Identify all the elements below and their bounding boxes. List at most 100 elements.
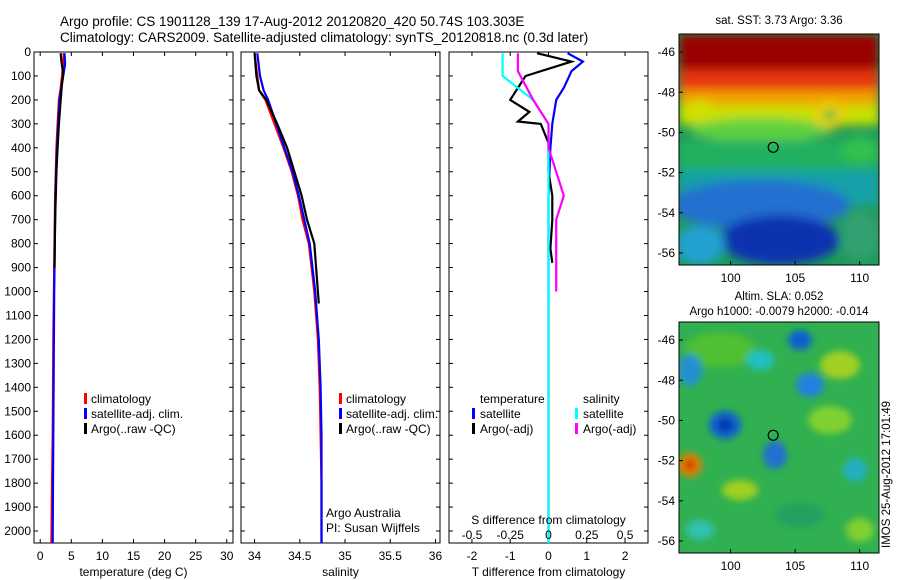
difference-series-satellite-line: [547, 52, 585, 543]
depth-tick-label: 300: [11, 117, 31, 131]
temperature-legend-swatch: [84, 393, 87, 404]
sla-map-image: [679, 322, 879, 553]
depth-tick-label: 100: [11, 69, 31, 83]
sst_map-frame: [678, 33, 880, 266]
sst_map-ytick-label: -48: [658, 85, 676, 99]
sla_map-xtick-label: 110: [850, 559, 869, 573]
salinity-series-satellite-adj-clim--line: [256, 53, 323, 543]
difference-x2tick-label: 0.25: [575, 528, 599, 542]
sla_map-float-marker: [767, 429, 779, 441]
salinity-xtick-label: 35: [338, 549, 352, 563]
depth-tick-label: 1800: [4, 476, 31, 490]
temperature-legend-label: climatology: [91, 392, 151, 406]
salinity-legend-label: Argo(..raw -QC): [346, 422, 431, 436]
depth-tick-label: 1200: [4, 332, 31, 346]
difference-legend-label: satellite: [480, 407, 521, 421]
depth-tick-label: 1500: [4, 404, 31, 418]
temperature-xtick-label: 10: [96, 549, 110, 563]
depth-tick-label: 1600: [4, 428, 31, 442]
salinity-legend-swatch: [339, 408, 342, 419]
salinity-series-argo-raw-qc--line: [253, 53, 320, 304]
temperature-xtick-label: 0: [37, 549, 44, 563]
temperature-xtick-label: 25: [189, 549, 203, 563]
temperature-legend-swatch: [84, 423, 87, 434]
difference-legend-swatch: [575, 408, 578, 419]
sst_map-xtick-label: 105: [785, 271, 805, 285]
sla_map-ytick-label: -50: [658, 413, 676, 427]
salinity-axes-frame: [240, 51, 441, 544]
difference-x2tick-label: -0.5: [462, 528, 483, 542]
sla_map-ytick-label: -56: [658, 534, 676, 548]
difference-xtick-label: -1: [505, 549, 516, 563]
difference-legend-header-temperature: temperature: [480, 392, 545, 406]
temperature-series-argo-raw-qc--line: [53, 53, 65, 268]
sst_map-xtick-label: 100: [721, 271, 741, 285]
difference-xtick-label: 0: [545, 549, 552, 563]
difference-x2label: S difference from climatology: [471, 513, 626, 527]
sla_map-ytick-label: -48: [658, 373, 676, 387]
difference-x2tick-label: -0.25: [497, 528, 525, 542]
sla_map-frame: [678, 321, 880, 554]
sst_map-ytick-label: -46: [658, 45, 676, 59]
difference-xtick-label: 1: [583, 549, 590, 563]
salinity-xtick-label: 34.5: [288, 549, 312, 563]
sst_map-ytick-label: -54: [658, 206, 676, 220]
depth-tick-label: 2000: [4, 524, 31, 538]
sst_map-float-marker: [767, 141, 779, 153]
sst_map-ytick-label: -50: [658, 125, 676, 139]
salinity-legend-label: satellite-adj. clim.: [346, 407, 438, 421]
difference-x2tick-label: 0.5: [617, 528, 634, 542]
salinity-legend-swatch: [339, 393, 342, 404]
salinity-legend-swatch: [339, 423, 342, 434]
depth-tick-label: 700: [11, 213, 31, 227]
depth-tick-label: 1100: [5, 308, 31, 322]
sst_map-ytick-label: -52: [658, 166, 676, 180]
difference-legend-swatch: [575, 423, 578, 434]
depth-tick-label: 1300: [4, 356, 31, 370]
depth-tick-label: 200: [11, 93, 31, 107]
difference-xlabel: T difference from climatology: [472, 565, 626, 579]
depth-tick-label: 1400: [4, 380, 31, 394]
salinity-xtick-label: 36: [429, 549, 443, 563]
salinity-xlabel: salinity: [322, 565, 359, 579]
difference-legend-label: Argo(-adj): [480, 422, 533, 436]
credit-line1: Argo Australia: [326, 506, 401, 520]
difference-series-argo-adj--line: [508, 52, 576, 263]
salinity-xtick-label: 34: [248, 549, 262, 563]
depth-tick-label: 1900: [4, 500, 31, 514]
depth-tick-label: 900: [11, 261, 31, 275]
depth-tick-label: 600: [11, 189, 31, 203]
salinity-legend-label: climatology: [346, 392, 406, 406]
temperature-axes-frame: [33, 51, 234, 544]
sst_map-ytick-label: -56: [658, 246, 676, 260]
temperature-xtick-label: 15: [127, 549, 141, 563]
difference-legend-label: satellite: [583, 407, 624, 421]
salinity-series-climatology-line: [253, 53, 323, 543]
temperature-xtick-label: 20: [158, 549, 172, 563]
temperature-xtick-label: 30: [220, 549, 234, 563]
temperature-legend-label: Argo(..raw -QC): [91, 422, 176, 436]
difference-xtick-label: -2: [467, 549, 478, 563]
sla-map-title-line2: Argo h1000: -0.0079 h2000: -0.014: [689, 306, 869, 318]
depth-tick-label: 1700: [4, 452, 31, 466]
temperature-xtick-label: 5: [68, 549, 75, 563]
figure-title-line2: Climatology: CARS2009. Satellite-adjuste…: [60, 30, 589, 45]
sla_map-xtick-label: 100: [721, 559, 741, 573]
sla-map-title-line1: Altim. SLA: 0.052: [735, 291, 824, 303]
difference-xtick-label: 2: [622, 549, 629, 563]
difference-series-argo-adj--line: [516, 53, 565, 292]
depth-tick-label: 800: [11, 237, 31, 251]
depth-tick-label: 400: [11, 141, 31, 155]
sla_map-ytick-label: -46: [658, 333, 676, 347]
temperature-legend-swatch: [84, 408, 87, 419]
depth-tick-label: 500: [11, 165, 31, 179]
sla_map-ytick-label: -54: [658, 494, 676, 508]
sst-map-image: [679, 34, 879, 265]
salinity-xtick-label: 35.5: [379, 549, 403, 563]
credit-line2: PI: Susan Wijffels: [326, 521, 420, 535]
difference-legend-label: Argo(-adj): [583, 422, 636, 436]
sst-map-title: sat. SST: 3.73 Argo: 3.36: [715, 15, 842, 27]
difference-legend-header-salinity: salinity: [583, 392, 620, 406]
figure-title-line1: Argo profile: CS 1901128_139 17-Aug-2012…: [60, 14, 525, 29]
